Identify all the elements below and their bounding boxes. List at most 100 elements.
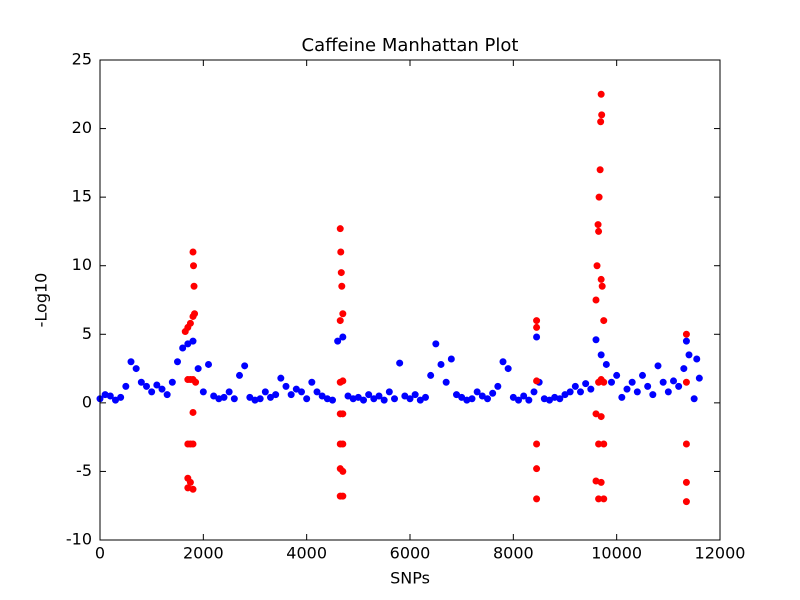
data-point (360, 396, 367, 404)
data-point (205, 360, 212, 368)
data-point (597, 478, 605, 486)
x-tick-label: 2000 (183, 544, 224, 563)
data-point (602, 360, 610, 368)
data-point (600, 440, 608, 448)
data-point (695, 374, 703, 382)
data-point (597, 413, 605, 421)
data-point (437, 360, 445, 368)
data-point (168, 378, 176, 386)
x-tick-label: 6000 (390, 544, 431, 563)
data-point (600, 378, 608, 386)
y-tick-label: 0 (82, 392, 92, 411)
data-point (639, 371, 646, 379)
data-point (682, 337, 690, 345)
data-point (186, 478, 194, 486)
data-point (194, 365, 202, 373)
data-point (298, 388, 305, 396)
data-point (189, 312, 197, 320)
data-point (598, 111, 606, 119)
data-point (520, 392, 528, 400)
data-point (127, 358, 135, 366)
data-point (375, 392, 383, 400)
plot-marks (96, 90, 703, 506)
data-point (618, 393, 626, 401)
data-point (303, 395, 311, 403)
data-point (391, 395, 398, 403)
data-point (442, 378, 450, 386)
data-point (339, 377, 347, 385)
data-point (337, 269, 345, 277)
data-point (644, 382, 652, 390)
data-point (380, 396, 388, 404)
data-point (613, 371, 621, 379)
data-point (608, 378, 615, 386)
data-point (533, 333, 541, 341)
data-point (680, 365, 688, 373)
data-point (533, 440, 541, 448)
data-point (592, 336, 600, 344)
data-point (682, 498, 690, 506)
data-point (256, 395, 264, 403)
y-tick-label: 15 (72, 187, 92, 206)
data-point (628, 378, 636, 386)
data-point (329, 396, 336, 404)
data-point (190, 262, 198, 270)
y-tick-label: 20 (72, 118, 92, 137)
data-point (659, 378, 667, 386)
data-point (473, 388, 481, 396)
data-point (533, 323, 541, 331)
data-point (411, 391, 419, 399)
data-point (530, 388, 538, 396)
data-point (189, 248, 197, 256)
data-point (336, 317, 344, 325)
data-point (600, 495, 608, 503)
data-point (595, 193, 603, 201)
data-point (533, 465, 541, 473)
data-point (682, 478, 690, 486)
data-point (236, 371, 243, 379)
chart-title: Caffeine Manhattan Plot (302, 35, 519, 56)
data-point (132, 365, 140, 373)
data-point (587, 385, 595, 393)
data-point (592, 296, 600, 304)
y-tick-label: 10 (72, 255, 92, 274)
x-axis-label: SNPs (390, 569, 430, 588)
data-point (693, 355, 701, 363)
data-point (533, 317, 541, 325)
data-point (338, 282, 346, 290)
data-point (230, 395, 238, 403)
data-point (664, 388, 672, 396)
y-tick-label: -10 (66, 530, 92, 549)
data-point (533, 377, 541, 385)
data-point (241, 362, 249, 370)
data-point (427, 371, 435, 379)
data-point (277, 374, 285, 382)
data-point (406, 395, 414, 403)
data-point (287, 391, 295, 399)
data-point (190, 282, 198, 290)
data-point (595, 227, 603, 235)
x-tick-label: 0 (95, 544, 105, 563)
data-point (582, 380, 590, 388)
y-tick-label: 5 (82, 324, 92, 343)
data-point (334, 337, 342, 345)
data-point (189, 485, 197, 493)
data-point (337, 248, 345, 256)
data-point (594, 221, 602, 229)
data-point (220, 393, 228, 401)
data-point (504, 365, 512, 373)
data-point (623, 385, 631, 393)
data-point (396, 359, 404, 367)
data-point (225, 388, 233, 396)
data-point (670, 377, 677, 385)
data-point (494, 382, 502, 390)
data-point (422, 393, 429, 401)
data-point (682, 378, 690, 386)
data-point (499, 358, 507, 366)
data-point (654, 362, 662, 370)
data-point (365, 391, 373, 399)
data-point (682, 330, 690, 338)
data-point (122, 382, 130, 390)
